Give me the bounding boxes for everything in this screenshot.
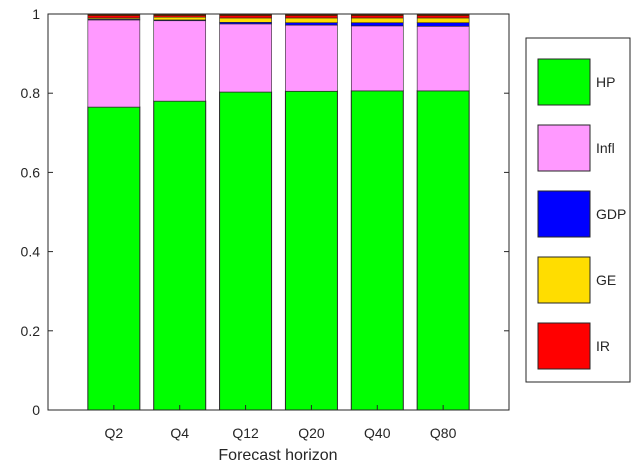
y-tick-label: 0 <box>32 402 40 418</box>
legend-swatch <box>537 124 591 172</box>
y-tick-label: 0.4 <box>21 244 41 260</box>
x-tick-label: Q20 <box>298 425 325 441</box>
legend-label: IR <box>596 338 610 354</box>
legend-item-hp[interactable]: HP <box>537 58 615 106</box>
legend-swatch <box>537 256 591 304</box>
legend-item-infl[interactable]: Infl <box>537 124 615 172</box>
bar-segment-hp <box>350 90 404 411</box>
bar-segment-infl <box>219 23 272 93</box>
y-tick-label: 0.2 <box>21 323 41 339</box>
bar-segment-infl <box>350 25 404 92</box>
bar-segment-infl <box>285 24 338 92</box>
bar-segment-gdp <box>350 22 404 27</box>
legend-swatch <box>537 190 591 238</box>
bar-segment-ge <box>153 16 207 21</box>
bar-top-band <box>153 14 206 16</box>
bar-segment-infl <box>87 19 141 108</box>
bar-segment-infl <box>416 25 470 92</box>
bar-segment-gdp <box>285 22 338 26</box>
legend-item-gdp[interactable]: GDP <box>537 190 626 238</box>
bar-segment-hp <box>153 100 207 411</box>
bar-top-band <box>417 14 470 16</box>
legend-item-ge[interactable]: GE <box>537 256 616 304</box>
legend-label: GE <box>596 272 616 288</box>
legend-swatch <box>537 322 591 370</box>
x-tick-label: Q80 <box>430 425 457 441</box>
y-tick-label: 1 <box>32 6 40 22</box>
legend-swatch <box>537 58 591 106</box>
bar-segment-infl <box>153 20 207 102</box>
x-tick-label: Q2 <box>105 425 124 441</box>
bar-top-band <box>285 14 338 16</box>
bar-segment-ge <box>416 17 470 24</box>
bar-segment-ge <box>350 17 404 24</box>
legend[interactable]: HP Infl GDP GE IR <box>525 37 631 383</box>
bar-segment-hp <box>87 106 141 411</box>
x-tick-label: Q12 <box>232 425 259 441</box>
bar-segment-hp <box>416 90 470 411</box>
legend-label: HP <box>596 74 615 90</box>
legend-label: Infl <box>596 140 615 156</box>
x-axis-label: Forecast horizon <box>218 447 337 464</box>
y-axis-ticks: 0 0.2 0.4 0.6 0.8 1 <box>21 6 509 418</box>
y-tick-label: 0.6 <box>21 164 41 180</box>
legend-label: GDP <box>596 206 626 222</box>
bar-segment-ge <box>219 17 272 23</box>
x-tick-label: Q4 <box>170 425 189 441</box>
bar-segment-gdp <box>416 22 470 27</box>
legend-item-ir[interactable]: IR <box>537 322 610 370</box>
bar-segment-ge <box>285 17 338 24</box>
bar-stacks <box>87 13 470 411</box>
x-axis-ticks: Q2 Q4 Q12 Q20 Q40 Q80 <box>105 405 457 441</box>
x-tick-label: Q40 <box>364 425 391 441</box>
bar-segment-hp <box>219 91 273 411</box>
plot-area-frame <box>47 13 510 411</box>
bar-segment-hp <box>284 90 338 411</box>
y-tick-label: 0.8 <box>21 85 41 101</box>
bar-top-band <box>87 14 140 16</box>
bar-top-band <box>351 14 404 16</box>
bar-top-band <box>219 14 272 16</box>
